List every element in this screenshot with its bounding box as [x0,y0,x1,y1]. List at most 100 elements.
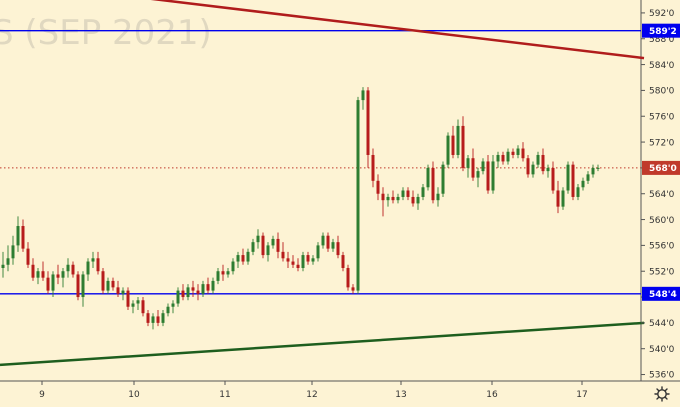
candle-body [471,158,475,178]
candle [466,154,470,178]
candle-body [156,316,160,323]
candle [301,251,305,272]
candle [151,313,155,330]
candle-body [31,264,35,278]
candle [231,258,235,275]
candle-body [96,258,100,272]
candle-body [551,167,555,191]
candle [136,297,140,310]
candle-body [236,255,240,262]
candle [76,271,80,301]
candle-body [536,154,540,165]
candle-body [231,261,235,272]
x-tick-label: 9 [39,390,45,400]
candle [371,148,375,188]
candle-body [281,251,285,259]
candle [551,161,555,194]
y-tick-label: 540'0 [649,345,675,355]
price-tag-box [642,160,680,175]
candle-body [511,151,515,155]
candle-body [381,193,385,201]
candle [576,184,580,201]
candle [221,264,225,281]
candle-body [581,180,585,188]
candle-body [111,280,115,288]
candle-body [71,264,75,275]
x-tick-label: 13 [395,390,406,400]
candle-body [396,196,400,201]
candle-body [476,171,480,178]
trend-lines [0,0,645,367]
candle-body [351,287,355,291]
candle [426,164,430,191]
candle [331,238,335,252]
candle [376,174,380,201]
candle [216,267,220,285]
candle [456,119,460,159]
candle [316,242,320,262]
x-tick-label: 12 [306,390,317,400]
candle [471,148,475,181]
y-tick-label: 572'0 [649,138,675,148]
candle-body [186,287,190,298]
y-tick-label: 588'0 [649,35,675,45]
candle-body [591,167,595,175]
candle-body [346,267,350,288]
candle [341,251,345,272]
candle-body [121,290,125,294]
candle-body [126,290,130,307]
candle [506,148,510,165]
candle-body [1,264,5,268]
candle [596,164,600,172]
candle-body [566,164,570,191]
candle-body [311,258,315,262]
candle [251,238,255,256]
candle-body [211,280,215,291]
candle [446,132,450,168]
candle [131,300,135,314]
candle-body [136,300,140,304]
candle-body [541,154,545,172]
candle [81,271,85,307]
candle-body [436,193,440,201]
x-axis-background [0,381,680,407]
candle-body [316,245,320,259]
candle-body [251,242,255,252]
candle-body [86,261,90,275]
price-tag-box [642,23,680,38]
settings-gear-icon[interactable] [654,386,670,402]
candle [321,232,325,249]
candle-body [516,148,520,155]
candle-body [506,151,510,162]
candle [6,245,10,272]
candle-body [221,271,225,275]
candle [241,248,245,265]
candle [236,251,240,268]
candle [526,154,530,178]
candle-body [256,235,260,243]
candle-body [206,284,210,291]
candle [401,187,405,201]
candle [201,280,205,298]
candle-body [496,154,500,162]
candle-body [36,271,40,278]
candle-body [141,300,145,314]
candle-body [131,303,135,307]
candle [511,148,515,159]
price-tag: 568'0 [642,160,680,175]
candle [171,300,175,314]
candle-body [401,190,405,197]
candle [1,251,5,278]
candle-body [276,238,280,252]
candle-body [61,271,65,278]
candle-body [321,235,325,246]
candle-body [176,290,180,304]
candle [26,242,30,268]
candle [11,235,15,265]
candle-body [261,235,265,256]
candle-body [16,226,20,246]
candle-body [91,258,95,262]
x-tick-label: 17 [576,390,587,400]
candle [411,190,415,207]
candle [156,309,160,327]
